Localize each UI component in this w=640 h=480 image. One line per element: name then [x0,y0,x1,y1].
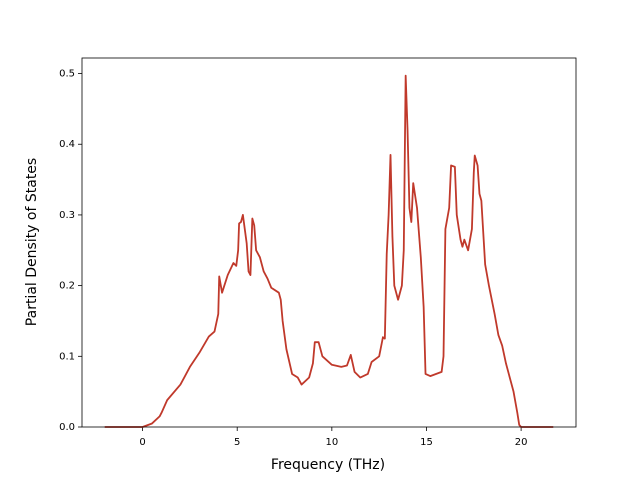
x-tick-label: 5 [234,437,240,448]
data-line [104,74,554,428]
x-axis-label: Frequency (THz) [271,457,385,473]
x-tick-label: 15 [420,437,433,448]
y-tick-label: 0.4 [59,139,75,150]
x-tick-label: 20 [515,437,528,448]
x-tick-label: 10 [325,437,338,448]
x-tick-label: 0 [139,437,145,448]
y-tick-label: 0.0 [59,422,75,433]
y-tick-label: 0.5 [59,69,75,80]
y-tick-label: 0.2 [59,281,75,292]
plot-frame [81,57,577,428]
y-tick-label: 0.1 [59,351,75,362]
y-axis-label: Partial Density of States [24,158,40,326]
y-tick-label: 0.3 [59,210,75,221]
